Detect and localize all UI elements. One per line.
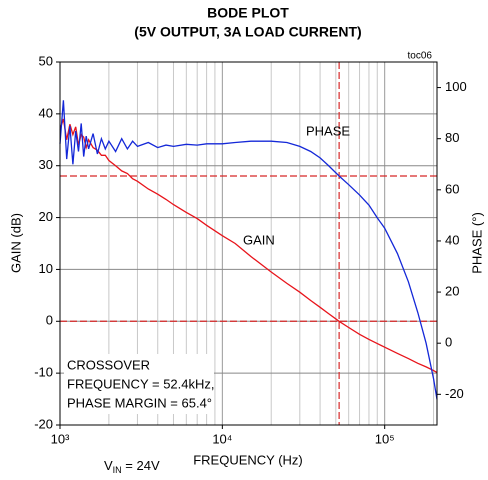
note-part: IN: [113, 465, 122, 475]
y2-tick-label: 60: [445, 181, 459, 196]
series-label: PHASE: [306, 123, 350, 138]
x-tick-label: 10³: [51, 431, 70, 446]
y2-tick-label: 40: [445, 232, 459, 247]
y-axis-label: GAIN (dB): [8, 213, 23, 273]
chart-subtitle: (5V OUTPUT, 3A LOAD CURRENT): [134, 24, 361, 40]
y-tick-label: 30: [39, 157, 53, 172]
figure-id: toc06: [408, 51, 433, 62]
input-voltage-note: VIN = 24V: [104, 458, 160, 475]
series-line: [59, 100, 438, 400]
x-tick-label: 10⁵: [375, 431, 395, 446]
y-tick-label: 50: [39, 53, 53, 68]
x-axis-label: FREQUENCY (Hz): [193, 452, 303, 467]
series-line: [59, 118, 438, 374]
y2-axis-label: PHASE (°): [469, 212, 484, 274]
y-tick-label: -10: [34, 365, 53, 380]
y2-tick-label: 80: [445, 130, 459, 145]
y2-tick-label: 20: [445, 284, 459, 299]
annotation-line: CROSSOVER: [67, 357, 150, 372]
y-tick-label: 20: [39, 209, 53, 224]
y-tick-label: -20: [34, 416, 53, 431]
annotation-line: PHASE MARGIN = 65.4°: [67, 395, 212, 410]
y2-tick-label: 0: [445, 335, 452, 350]
y-tick-label: 0: [46, 313, 53, 328]
annotation-box: [64, 354, 214, 414]
x-tick-label: 10⁴: [212, 431, 232, 446]
y2-tick-label: 100: [445, 79, 467, 94]
note-part: = 24V: [122, 458, 160, 473]
y2-tick-label: -20: [445, 386, 464, 401]
y-tick-label: 10: [39, 261, 53, 276]
note-part: V: [104, 458, 113, 473]
chart-title: BODE PLOT: [207, 5, 289, 21]
y-tick-label: 40: [39, 105, 53, 120]
plot-border: [59, 61, 438, 426]
annotation-line: FREQUENCY = 52.4kHz,: [67, 376, 215, 391]
series-label: GAIN: [243, 232, 275, 247]
